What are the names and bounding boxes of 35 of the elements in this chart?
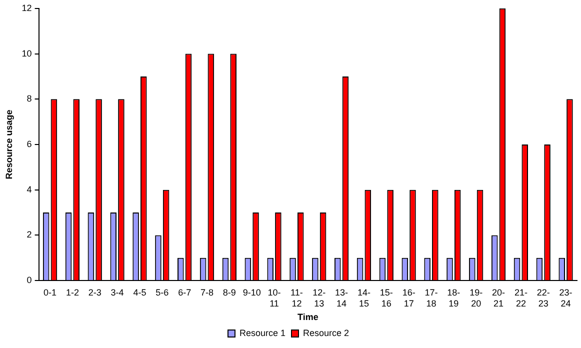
x-tick-label: 1-2 [66,287,79,298]
y-tick-label: 12 [22,2,32,13]
legend-label: Resource 2 [303,328,350,338]
x-tick-label: 2-3 [88,287,102,298]
x-tick-label: 8-9 [222,287,236,298]
x-tick-label: 10-11 [268,287,281,308]
y-tick-label: 6 [26,138,32,149]
y-tick-label: 10 [22,48,32,58]
x-tick-label: 9-10 [242,287,261,298]
x-tick-label: 5-6 [156,287,169,298]
x-tick-label: 3-4 [110,287,124,298]
y-tick-label: 4 [26,184,32,194]
x-tick-label: 4-5 [133,287,146,298]
x-tick-label: 22-23 [536,287,550,308]
x-tick-label: 21-22 [514,287,528,308]
x-tick-label: 0-1 [44,287,57,298]
x-tick-label: 19-20 [470,287,483,308]
x-axis-title: Time [297,312,318,322]
x-tick-label: 6-7 [178,287,192,298]
legend-label: Resource 1 [239,328,286,338]
x-tick-label: 14-15 [357,287,370,308]
x-tick-label: 7-8 [200,287,214,298]
x-tick-label: 11-12 [290,287,303,308]
x-tick-label: 23-24 [559,287,572,308]
x-tick-label: 15-16 [380,287,393,308]
x-tick-label: 17-18 [424,287,438,308]
x-tick-label: 13-14 [335,287,348,308]
x-tick-label: 20-21 [492,287,506,308]
y-tick-label: 8 [26,94,32,104]
y-axis-title: Resource usage [4,110,14,180]
x-tick-label: 12-13 [312,287,326,308]
y-tick-label: 0 [26,275,32,286]
y-tick-label: 2 [26,230,32,240]
x-tick-label: 18-19 [447,287,460,308]
x-tick-label: 16-17 [402,287,416,308]
